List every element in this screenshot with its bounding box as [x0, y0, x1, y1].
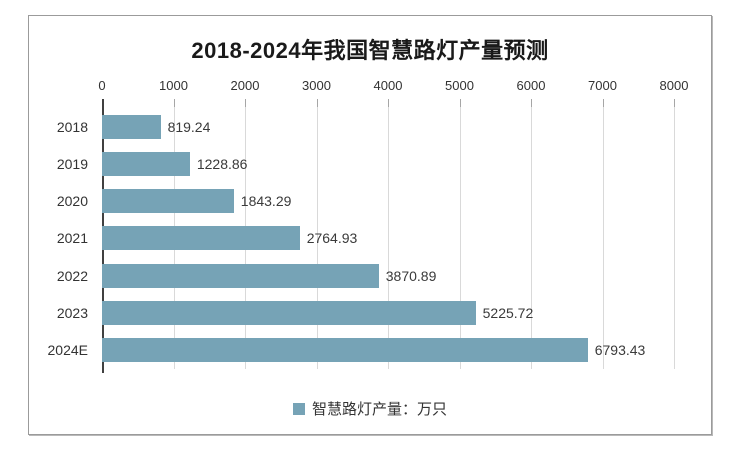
value-label: 2764.93: [306, 230, 358, 247]
bar-2021: [102, 226, 300, 251]
value-label: 1843.29: [240, 193, 292, 210]
category-label: 2023: [56, 305, 88, 322]
axis-tickmark: [459, 99, 461, 107]
bar-row: 819.24: [102, 108, 674, 145]
gridline: [316, 99, 318, 369]
category-label: 2019: [56, 155, 88, 172]
x-tick-label: 8000: [659, 78, 689, 93]
value-label: 6793.43: [594, 342, 646, 359]
legend: 智慧路灯产量：万只: [29, 398, 711, 419]
gridline: [388, 99, 389, 369]
bar-row: 3870.89: [102, 257, 674, 294]
x-tick-label: 4000: [373, 78, 403, 93]
value-label: 819.24: [167, 118, 211, 135]
gridline: [674, 99, 675, 369]
x-tick-label: 0: [98, 78, 106, 93]
legend-label: 智慧路灯产量：万只: [311, 401, 447, 418]
bar-row: 1228.86: [102, 145, 674, 182]
bar-2018: [102, 114, 161, 139]
bar-2020: [102, 189, 234, 214]
x-tick-label: 2000: [230, 78, 260, 93]
bar-2023: [102, 301, 476, 326]
gridline: [459, 99, 461, 369]
bar-row: 6793.43: [102, 332, 674, 369]
gridline: [531, 99, 532, 369]
axis-tickmark: [173, 99, 175, 107]
y-axis-category-labels: 2018 2019 2020 2021 2022 2023 2024E: [29, 108, 95, 369]
x-tick-label: 6000: [516, 78, 546, 93]
value-label: 5225.72: [482, 305, 534, 322]
x-tick-label: 7000: [588, 78, 617, 93]
axis-tickmark: [602, 99, 604, 107]
chart-frame: 2018-2024年我国智慧路灯产量预测 0 1000 2000 3000 4000 50…: [28, 15, 712, 435]
bar-2019: [102, 151, 190, 176]
x-tick-label: 5000: [445, 78, 474, 93]
axis-tickmark: [316, 99, 318, 107]
axis-tickmark: [531, 99, 532, 107]
axis-tickmark: [388, 99, 389, 107]
axis-tickmark: [674, 99, 675, 107]
category-label: 2021: [56, 230, 88, 247]
plot-area: 819.24 1228.86 1843.29 2764.93 3870.89 5225.7…: [102, 99, 675, 373]
category-label: 2018: [56, 118, 88, 135]
chart-title: 2018-2024年我国智慧路灯产量预测: [191, 38, 549, 63]
value-label: 1228.86: [196, 155, 248, 172]
bar-row: 2764.93: [102, 220, 674, 257]
category-label: 2024E: [47, 342, 88, 359]
value-label: 3870.89: [385, 267, 437, 284]
bar-row: 5225.72: [102, 294, 674, 331]
bar-2024e: [102, 338, 588, 363]
x-tick-label: 3000: [302, 78, 331, 93]
category-label: 2020: [56, 193, 88, 210]
bar-2022: [102, 263, 379, 288]
x-tick-label: 1000: [159, 78, 188, 93]
x-axis-tick-labels: 0 1000 2000 3000 4000 5000 6000 7000 8000: [98, 78, 688, 94]
category-label: 2022: [56, 267, 88, 284]
gridline: [602, 99, 604, 369]
bar-row: 1843.29: [102, 183, 674, 220]
bar-rows: 819.24 1228.86 1843.29 2764.93 3870.89 5225.7…: [102, 108, 674, 369]
axis-tickmark: [245, 99, 246, 107]
legend-marker-icon: [292, 402, 305, 415]
